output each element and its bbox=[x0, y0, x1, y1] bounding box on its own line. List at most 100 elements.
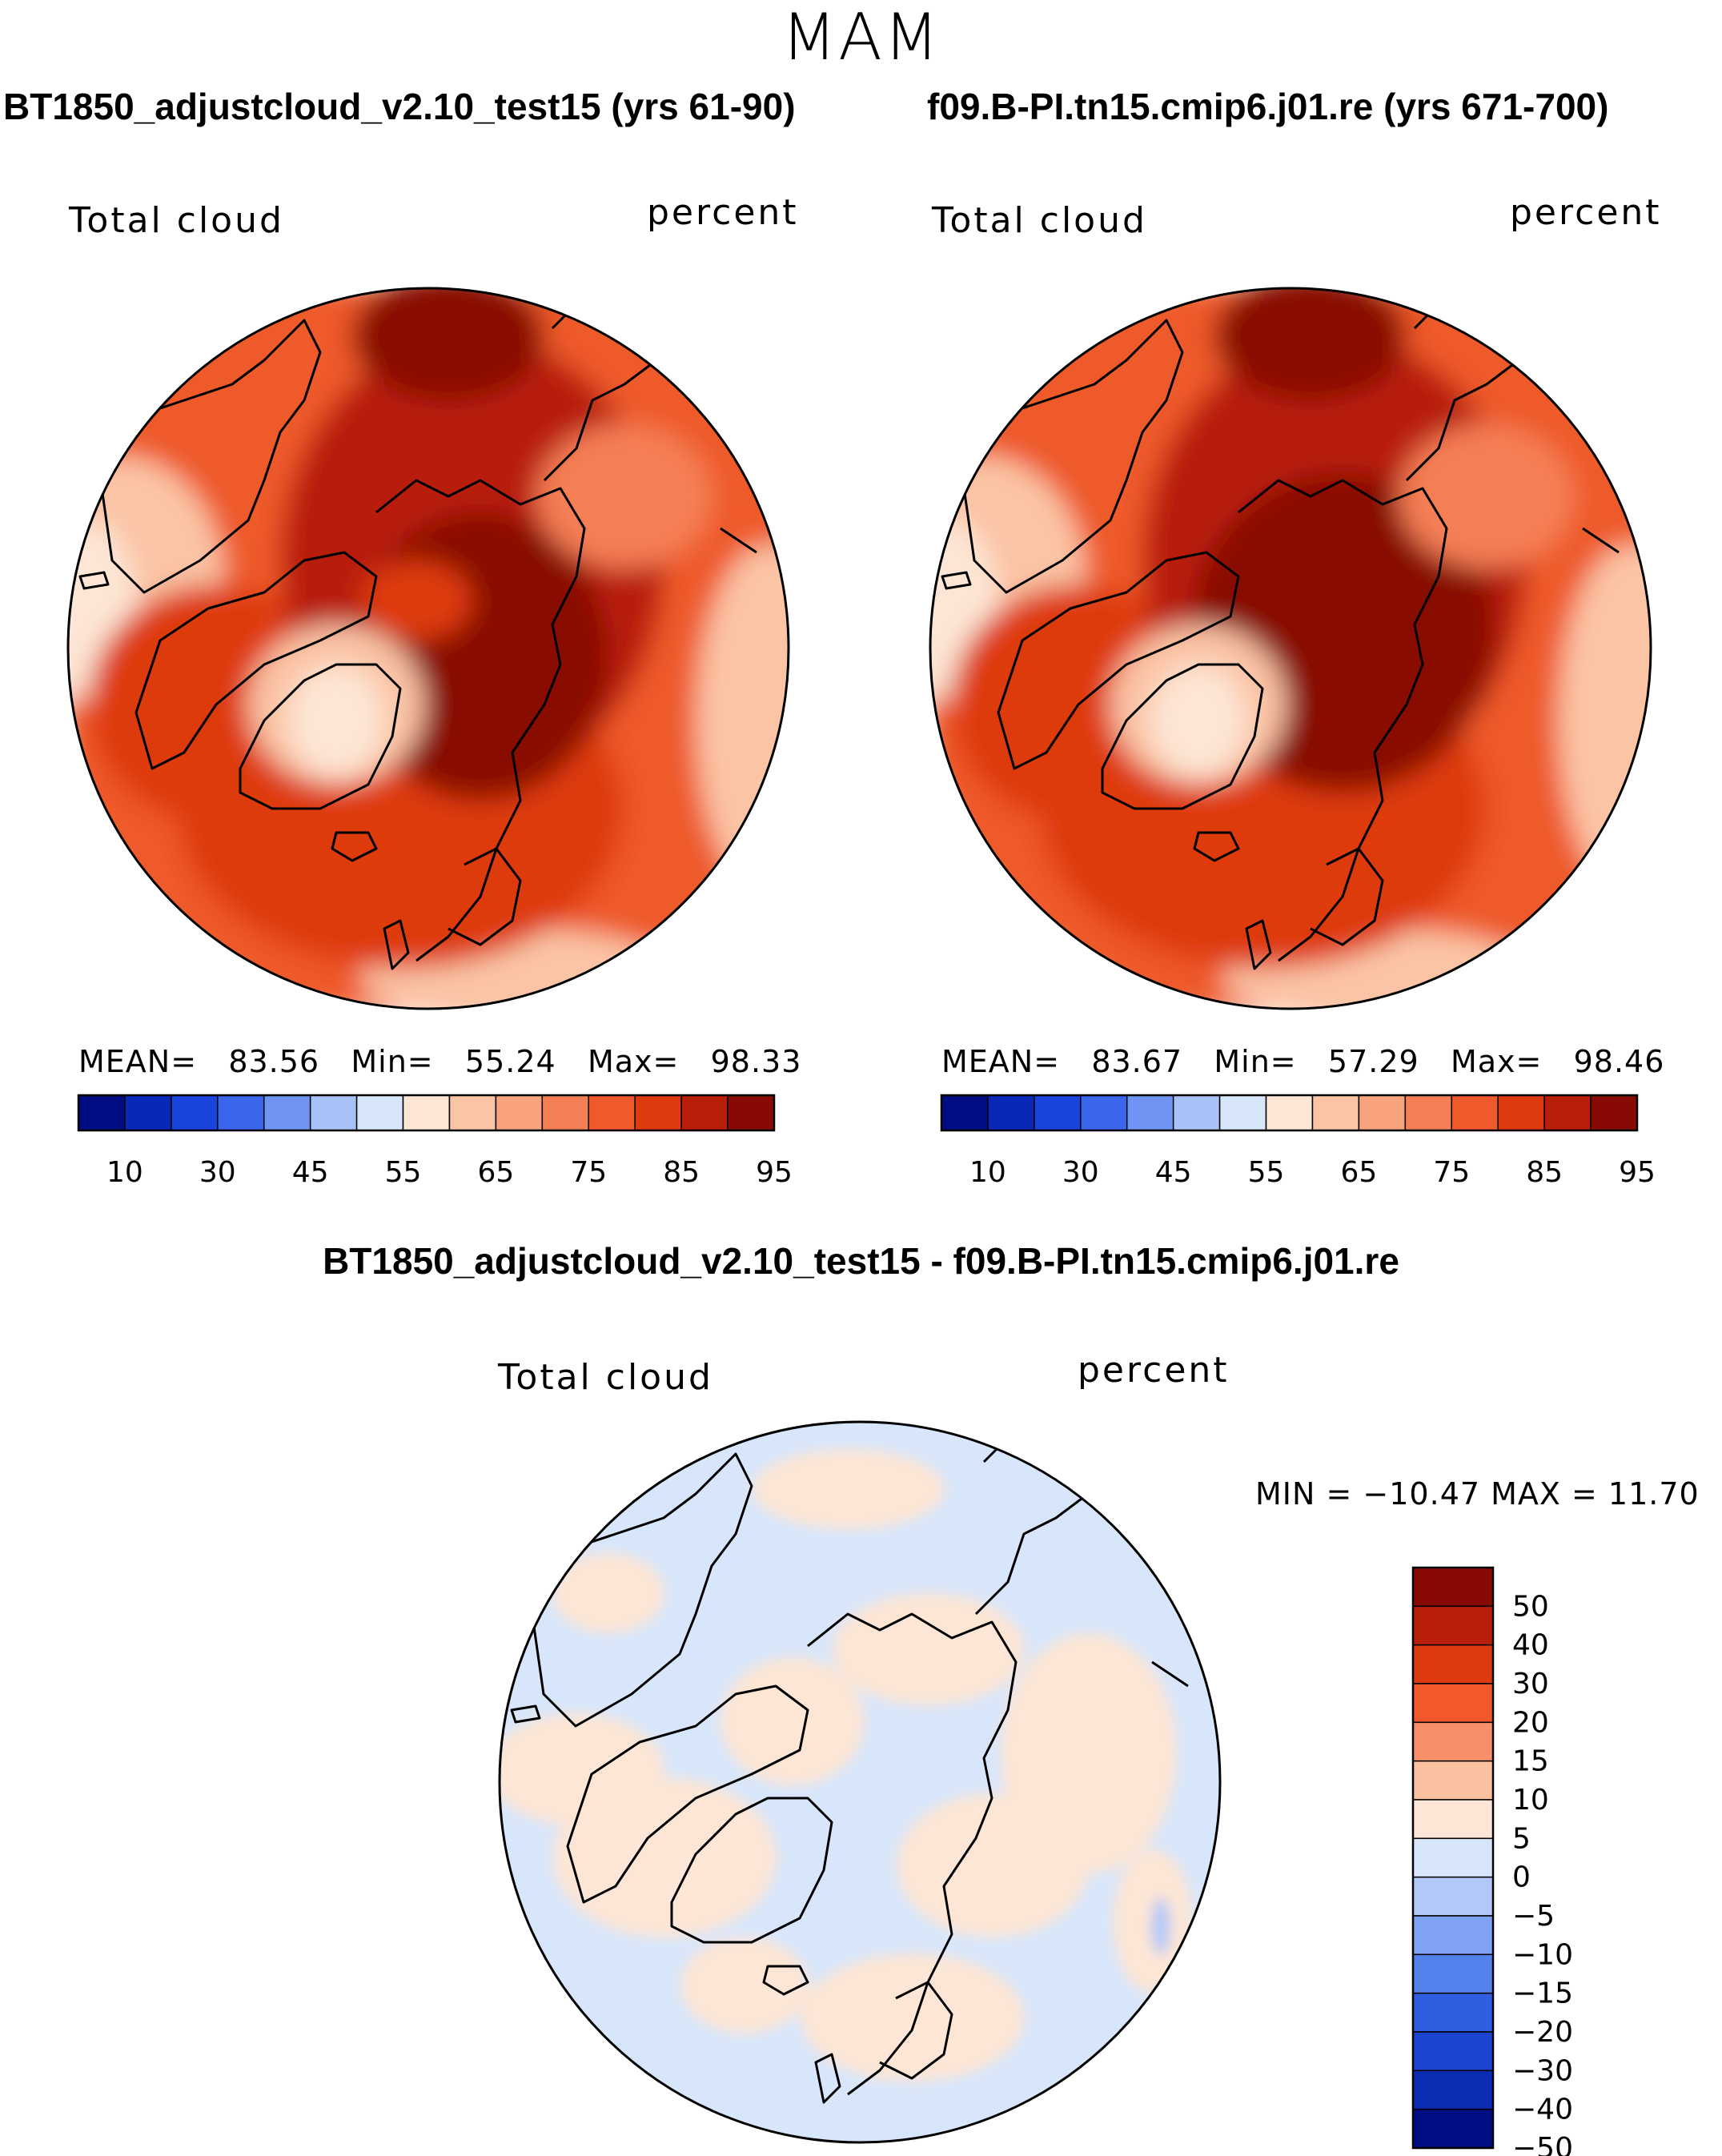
diff-colorbar-tick-label: 15 bbox=[1512, 1745, 1549, 1778]
right-colorbar-tick-label: 95 bbox=[1619, 1156, 1656, 1189]
left-colorbar-tick-label: 45 bbox=[292, 1156, 329, 1189]
diff-colorbar-swatch bbox=[1412, 1953, 1494, 1994]
right-colorbar-swatch bbox=[941, 1094, 989, 1131]
left-variable-label: Total cloud bbox=[69, 200, 284, 241]
right-colorbar-swatch bbox=[1358, 1094, 1407, 1131]
diff-colorbar-swatch bbox=[1412, 1683, 1494, 1724]
diff-colorbar-tick-label: 50 bbox=[1512, 1590, 1549, 1623]
season-title: MAM bbox=[781, 0, 941, 74]
left-colorbar-swatch bbox=[309, 1094, 358, 1131]
right-polar-map bbox=[929, 287, 1652, 1010]
diff-colorbar-swatch bbox=[1412, 1992, 1494, 2033]
left-polar-map bbox=[66, 287, 790, 1010]
diff-colorbar-tick-label: −30 bbox=[1512, 2054, 1573, 2087]
right-mean-label: MEAN= bbox=[941, 1044, 1061, 1079]
right-colorbar-swatch bbox=[1451, 1094, 1499, 1131]
left-colorbar-swatch bbox=[402, 1094, 451, 1131]
right-max-value: 98.46 bbox=[1573, 1044, 1665, 1079]
left-colorbar-swatch bbox=[495, 1094, 544, 1131]
right-colorbar-swatch bbox=[1590, 1094, 1638, 1131]
diff-minmax-text: MIN = −10.47 MAX = 11.70 bbox=[1255, 1476, 1700, 1512]
right-colorbar-swatch bbox=[1404, 1094, 1453, 1131]
diff-colorbar-swatch bbox=[1412, 2031, 1494, 2072]
right-colorbar-swatch bbox=[1311, 1094, 1360, 1131]
diff-colorbar-tick-label: 40 bbox=[1512, 1629, 1549, 1662]
diff-colorbar-tick-label: −15 bbox=[1512, 1977, 1573, 2010]
diff-colorbar-swatch bbox=[1412, 1837, 1494, 1878]
diff-colorbar-swatch bbox=[1412, 1605, 1494, 1646]
right-colorbar-tick-label: 65 bbox=[1340, 1156, 1377, 1189]
left-colorbar: 10 30 45 55 65 75 85 95 bbox=[77, 1094, 793, 1189]
right-map-border bbox=[929, 287, 1652, 1010]
diff-colorbar-tick-label: −40 bbox=[1512, 2094, 1573, 2126]
diff-variable-label: Total cloud bbox=[498, 1357, 713, 1398]
right-colorbar-tick-label: 45 bbox=[1155, 1156, 1192, 1189]
right-colorbar-frame bbox=[940, 1094, 1639, 1132]
left-mean-value: 83.56 bbox=[228, 1044, 320, 1079]
right-panel-title: f09.B-PI.tn15.cmip6.j01.re (yrs 671-700) bbox=[927, 86, 1609, 127]
left-max-label: Max= bbox=[587, 1044, 680, 1079]
right-mean-value: 83.67 bbox=[1091, 1044, 1183, 1079]
right-min-value: 57.29 bbox=[1327, 1044, 1419, 1079]
right-colorbar-tick-label: 55 bbox=[1248, 1156, 1285, 1189]
left-min-label: Min= bbox=[351, 1044, 434, 1079]
left-units-label: percent bbox=[647, 192, 799, 233]
right-colorbar-swatch bbox=[1497, 1094, 1545, 1131]
diff-colorbar-swatch bbox=[1412, 1799, 1494, 1840]
left-colorbar-swatch bbox=[448, 1094, 497, 1131]
diff-colorbar-tick-label: 0 bbox=[1512, 1861, 1531, 1894]
diff-colorbar-tick-label: −20 bbox=[1512, 2016, 1573, 2049]
left-panel-title: BT1850_adjustcloud_v2.10_test15 (yrs 61-… bbox=[3, 86, 796, 127]
left-colorbar-swatch bbox=[171, 1094, 219, 1131]
right-colorbar-tick-label: 75 bbox=[1433, 1156, 1470, 1189]
left-colorbar-frame bbox=[77, 1094, 776, 1132]
right-colorbar-swatch bbox=[1126, 1094, 1174, 1131]
diff-colorbar-tick-label: 20 bbox=[1512, 1706, 1549, 1739]
left-colorbar-swatch bbox=[263, 1094, 311, 1131]
left-colorbar-tick-label: 10 bbox=[106, 1156, 143, 1189]
right-colorbar-tick-label: 10 bbox=[969, 1156, 1006, 1189]
left-colorbar-swatch bbox=[355, 1094, 404, 1131]
left-mean-label: MEAN= bbox=[78, 1044, 198, 1079]
diff-colorbar-swatch bbox=[1412, 1567, 1494, 1608]
diff-polar-map bbox=[498, 1420, 1222, 2144]
right-variable-label: Total cloud bbox=[932, 200, 1147, 241]
left-colorbar-swatch bbox=[634, 1094, 682, 1131]
right-units-label: percent bbox=[1510, 192, 1662, 233]
diff-colorbar-swatch bbox=[1412, 1721, 1494, 1762]
left-colorbar-swatch bbox=[124, 1094, 172, 1131]
right-colorbar-swatch bbox=[1034, 1094, 1082, 1131]
left-colorbar-swatch bbox=[217, 1094, 265, 1131]
diff-colorbar-tick-label: 10 bbox=[1512, 1784, 1549, 1817]
diff-colorbar-tick-label: −5 bbox=[1512, 1900, 1555, 1933]
diff-panel-title: BT1850_adjustcloud_v2.10_test15 - f09.B-… bbox=[323, 1240, 1399, 1282]
left-colorbar-swatch bbox=[680, 1094, 729, 1131]
diff-colorbar-frame bbox=[1411, 1566, 1495, 2150]
left-colorbar-swatch bbox=[78, 1094, 126, 1131]
left-colorbar-tick-label: 85 bbox=[663, 1156, 700, 1189]
diff-colorbar-swatch bbox=[1412, 2108, 1494, 2149]
right-colorbar-swatch bbox=[1543, 1094, 1592, 1131]
left-colorbar-tick-label: 55 bbox=[385, 1156, 422, 1189]
diff-colorbar-tick-label: −10 bbox=[1512, 1938, 1573, 1971]
right-min-label: Min= bbox=[1214, 1044, 1297, 1079]
diff-units-label: percent bbox=[1078, 1350, 1230, 1391]
left-map-border bbox=[66, 287, 790, 1010]
left-min-value: 55.24 bbox=[464, 1044, 556, 1079]
left-stats: MEAN= 83.56 Min= 55.24 Max= 98.33 bbox=[78, 1044, 801, 1079]
right-colorbar-swatch bbox=[1080, 1094, 1128, 1131]
diff-colorbar-tick-label: 30 bbox=[1512, 1668, 1549, 1700]
right-colorbar: 10 30 45 55 65 75 85 95 bbox=[940, 1094, 1656, 1189]
diff-colorbar-swatch bbox=[1412, 1876, 1494, 1917]
diff-colorbar-tick-label: 5 bbox=[1512, 1822, 1531, 1855]
right-colorbar-tick-label: 30 bbox=[1062, 1156, 1099, 1189]
right-stats: MEAN= 83.67 Min= 57.29 Max= 98.46 bbox=[941, 1044, 1664, 1079]
left-colorbar-swatch bbox=[588, 1094, 636, 1131]
left-colorbar-tick-label: 65 bbox=[477, 1156, 514, 1189]
left-colorbar-swatch bbox=[541, 1094, 590, 1131]
diff-colorbar-swatch bbox=[1412, 1760, 1494, 1801]
right-colorbar-swatch bbox=[1218, 1094, 1267, 1131]
diff-colorbar-swatch bbox=[1412, 1915, 1494, 1956]
diff-map-border bbox=[498, 1420, 1222, 2144]
